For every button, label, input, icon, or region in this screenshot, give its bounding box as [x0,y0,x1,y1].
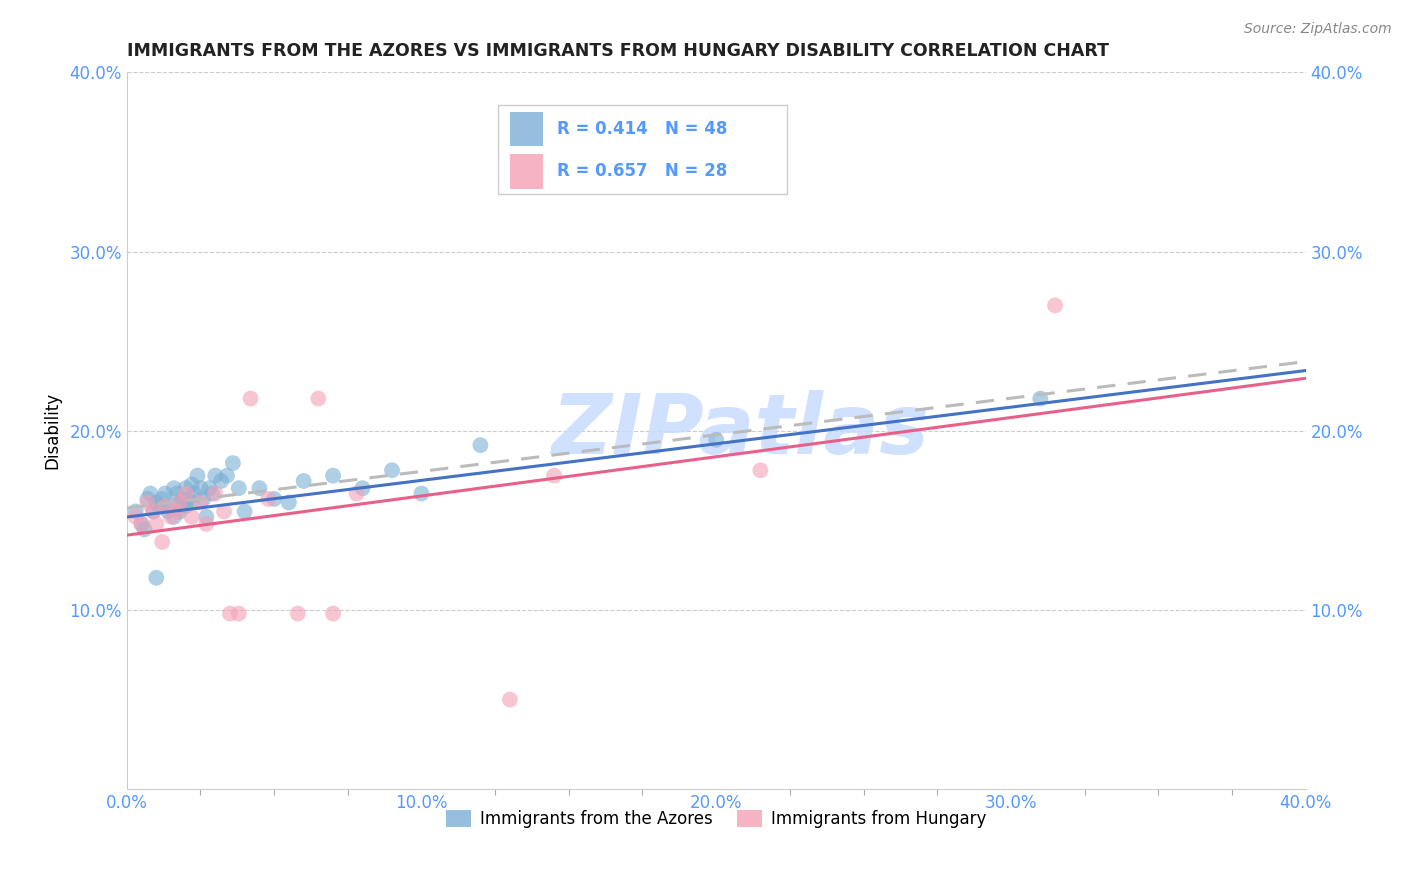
Point [174,481,197,495]
Point [169,495,191,509]
Point [499,692,522,706]
Point [257,491,280,506]
Point [142,504,165,518]
Point [215,468,238,483]
Point [139,486,162,500]
Point [204,486,226,500]
Point [190,481,212,495]
Point [131,516,153,531]
Y-axis label: Disability: Disability [44,392,60,469]
Point [1029,392,1052,406]
FancyBboxPatch shape [510,154,543,188]
Point [198,481,221,495]
Point [201,486,224,500]
Point [169,504,191,518]
Point [239,392,262,406]
Point [190,495,212,509]
Point [195,509,218,524]
Text: R = 0.414   N = 48: R = 0.414 N = 48 [557,120,727,138]
Point [150,535,173,549]
Point [209,474,232,488]
Point [749,463,772,477]
Point [287,607,309,621]
Point [219,607,242,621]
Point [153,486,176,500]
Point [160,499,183,513]
Text: IMMIGRANTS FROM THE AZORES VS IMMIGRANTS FROM HUNGARY DISABILITY CORRELATION CHA: IMMIGRANTS FROM THE AZORES VS IMMIGRANTS… [127,42,1109,60]
Point [183,486,205,500]
Point [134,522,156,536]
Point [166,504,188,518]
Point [160,509,183,524]
Point [307,392,329,406]
Point [172,491,194,506]
FancyBboxPatch shape [498,104,787,194]
Point [228,607,250,621]
Point [131,516,153,531]
Point [180,495,202,509]
Point [249,481,271,495]
Point [352,481,374,495]
Point [124,504,146,518]
Point [169,495,191,509]
Point [322,607,344,621]
FancyBboxPatch shape [510,112,543,146]
Point [195,516,218,531]
Point [204,468,226,483]
Point [212,504,235,518]
Point [233,504,256,518]
Point [177,491,200,506]
Text: R = 0.657   N = 28: R = 0.657 N = 28 [557,162,727,180]
Point [174,486,197,500]
Point [180,509,202,524]
Point [163,509,186,524]
Point [346,486,368,500]
Point [166,486,188,500]
Point [704,433,727,447]
Point [145,571,167,585]
Point [411,486,433,500]
Point [381,463,404,477]
Point [148,499,170,513]
Point [222,456,245,470]
Point [124,509,146,524]
Point [263,491,285,506]
Point [277,495,299,509]
Point [470,438,492,452]
Point [145,495,167,509]
Point [136,491,159,506]
Point [322,468,344,483]
Point [292,474,315,488]
Point [186,468,208,483]
Point [142,504,165,518]
Legend: Immigrants from the Azores, Immigrants from Hungary: Immigrants from the Azores, Immigrants f… [440,803,993,835]
Point [150,491,173,506]
Point [180,477,202,491]
Point [136,495,159,509]
Text: Source: ZipAtlas.com: Source: ZipAtlas.com [1244,22,1392,37]
Point [543,468,565,483]
Point [157,504,180,518]
Point [228,481,250,495]
Point [193,491,215,506]
Point [153,499,176,513]
Point [174,499,197,513]
Point [1043,298,1066,312]
Text: ZIPatlas: ZIPatlas [551,391,929,471]
Point [145,516,167,531]
Point [163,481,186,495]
